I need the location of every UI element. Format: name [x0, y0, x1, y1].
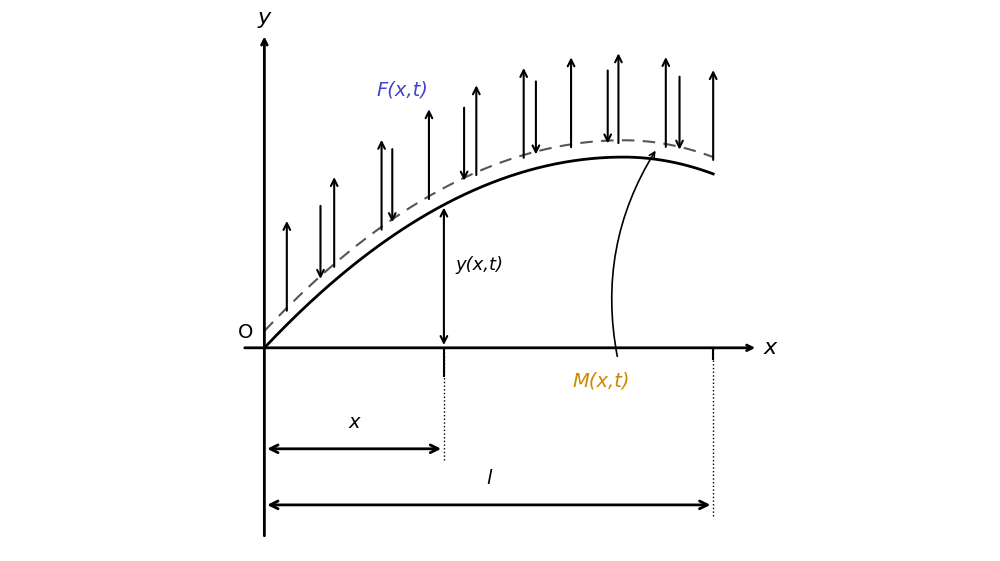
Text: F(x,t): F(x,t) — [377, 80, 428, 99]
Text: O: O — [238, 323, 253, 342]
Text: x: x — [348, 413, 360, 432]
Text: l: l — [486, 469, 491, 488]
Text: y(x,t): y(x,t) — [455, 256, 503, 274]
Text: x: x — [764, 338, 777, 358]
Text: y: y — [258, 8, 271, 28]
Text: M(x,t): M(x,t) — [573, 372, 630, 391]
